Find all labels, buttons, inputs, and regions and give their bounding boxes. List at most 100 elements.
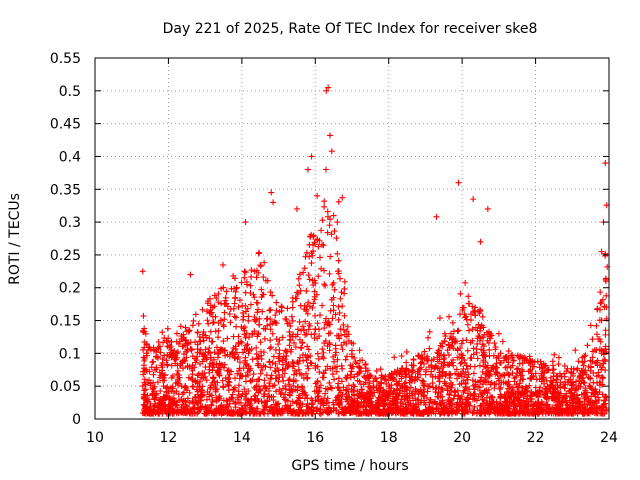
data-point xyxy=(449,333,456,340)
data-point xyxy=(398,373,405,380)
data-point xyxy=(367,384,374,391)
data-point xyxy=(159,359,166,366)
data-point xyxy=(272,312,279,319)
data-point xyxy=(359,357,366,364)
data-point xyxy=(332,364,339,371)
data-point xyxy=(139,268,146,275)
data-point xyxy=(426,345,433,352)
data-point xyxy=(228,394,235,401)
data-point xyxy=(164,383,171,390)
data-point xyxy=(462,313,469,320)
x-tick-label: 12 xyxy=(160,430,178,446)
data-point xyxy=(276,337,283,344)
data-point xyxy=(267,375,274,382)
data-point xyxy=(333,332,340,339)
x-tick-label: 20 xyxy=(453,430,471,446)
data-point xyxy=(413,388,420,395)
data-point xyxy=(398,403,405,410)
data-point xyxy=(260,274,267,281)
data-point xyxy=(164,361,171,368)
data-point xyxy=(340,409,347,416)
data-point xyxy=(206,295,213,302)
data-point xyxy=(195,371,202,378)
data-point xyxy=(331,286,338,293)
data-point xyxy=(294,326,301,333)
data-point xyxy=(394,367,401,374)
data-point xyxy=(305,299,312,306)
data-point xyxy=(333,349,340,356)
data-point xyxy=(581,369,588,376)
data-point xyxy=(602,160,609,167)
data-point xyxy=(415,408,422,415)
data-point xyxy=(236,297,243,304)
data-point xyxy=(375,408,382,415)
data-point xyxy=(243,281,250,288)
data-point xyxy=(318,396,325,403)
data-point xyxy=(210,319,217,326)
data-point xyxy=(510,357,517,364)
data-point xyxy=(150,371,157,378)
data-point xyxy=(363,406,370,413)
data-point xyxy=(229,391,236,398)
data-point xyxy=(259,308,266,315)
data-point xyxy=(392,394,399,401)
data-point xyxy=(328,385,335,392)
data-point xyxy=(279,366,286,373)
plot-frame xyxy=(94,57,610,420)
data-point xyxy=(192,311,199,318)
data-point xyxy=(204,317,211,324)
data-point xyxy=(189,371,196,378)
data-point xyxy=(486,346,493,353)
data-point xyxy=(240,349,247,356)
data-point xyxy=(312,326,319,333)
data-point xyxy=(242,401,249,408)
data-point xyxy=(149,391,156,398)
data-point xyxy=(279,385,286,392)
data-point xyxy=(465,401,472,408)
data-point xyxy=(484,390,491,397)
data-point xyxy=(159,370,166,377)
data-point xyxy=(266,380,273,387)
data-point xyxy=(170,395,177,402)
data-point xyxy=(199,306,206,313)
data-point xyxy=(252,318,259,325)
data-point xyxy=(482,370,489,377)
data-point xyxy=(557,383,564,390)
data-point xyxy=(192,399,199,406)
data-point xyxy=(214,386,220,393)
data-point xyxy=(598,366,605,373)
data-point xyxy=(433,213,440,220)
data-point xyxy=(286,376,293,383)
data-point xyxy=(598,299,605,306)
data-point xyxy=(306,320,313,327)
data-point xyxy=(303,403,310,410)
data-point xyxy=(299,323,306,330)
data-point xyxy=(491,340,498,347)
data-point xyxy=(492,346,499,353)
data-point xyxy=(329,281,336,288)
data-point xyxy=(207,385,214,392)
data-point xyxy=(551,408,558,415)
data-point xyxy=(323,408,330,415)
data-point xyxy=(549,395,556,402)
data-point xyxy=(487,400,494,407)
data-point xyxy=(150,388,157,395)
data-point xyxy=(415,368,422,375)
data-point xyxy=(587,398,594,405)
y-tick-label: 0.15 xyxy=(50,314,81,330)
data-point xyxy=(279,334,286,341)
data-point xyxy=(230,408,237,415)
data-point xyxy=(225,387,232,394)
data-point xyxy=(527,395,534,402)
data-point xyxy=(332,342,339,349)
data-point xyxy=(477,238,484,245)
data-point xyxy=(141,328,148,335)
data-point xyxy=(289,294,296,301)
data-point xyxy=(376,382,383,389)
data-point xyxy=(219,377,226,384)
data-point xyxy=(500,379,507,386)
data-point xyxy=(583,409,590,416)
data-point xyxy=(147,382,154,389)
data-point xyxy=(331,376,338,383)
data-point xyxy=(505,371,512,378)
